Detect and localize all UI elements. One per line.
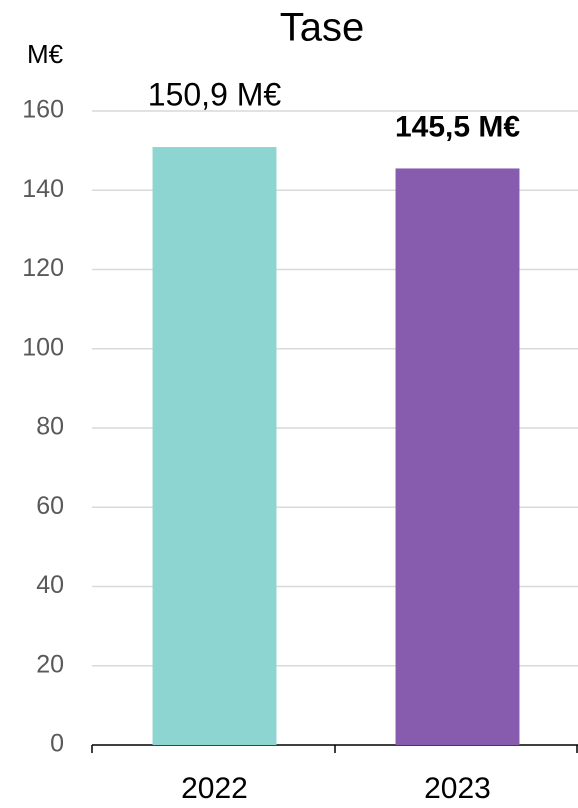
y-tick-label: 0	[50, 730, 64, 758]
data-label: 145,5 M€	[395, 110, 520, 143]
x-tick-label: 2023	[424, 772, 491, 805]
x-tick-label: 2022	[181, 772, 248, 805]
y-tick-label: 100	[22, 333, 64, 361]
data-label: 150,9 M€	[148, 77, 282, 113]
y-tick-label: 60	[36, 492, 64, 520]
y-axis-label: M€	[27, 39, 64, 69]
y-tick-label: 80	[36, 413, 64, 441]
y-tick-label: 160	[22, 96, 64, 124]
y-tick-label: 40	[36, 571, 64, 599]
y-tick-label: 120	[22, 254, 64, 282]
y-tick-label: 140	[22, 175, 64, 203]
bar	[152, 147, 277, 746]
bar	[395, 168, 520, 746]
y-tick-label: 20	[36, 650, 64, 678]
chart-title: Tase	[280, 6, 365, 50]
